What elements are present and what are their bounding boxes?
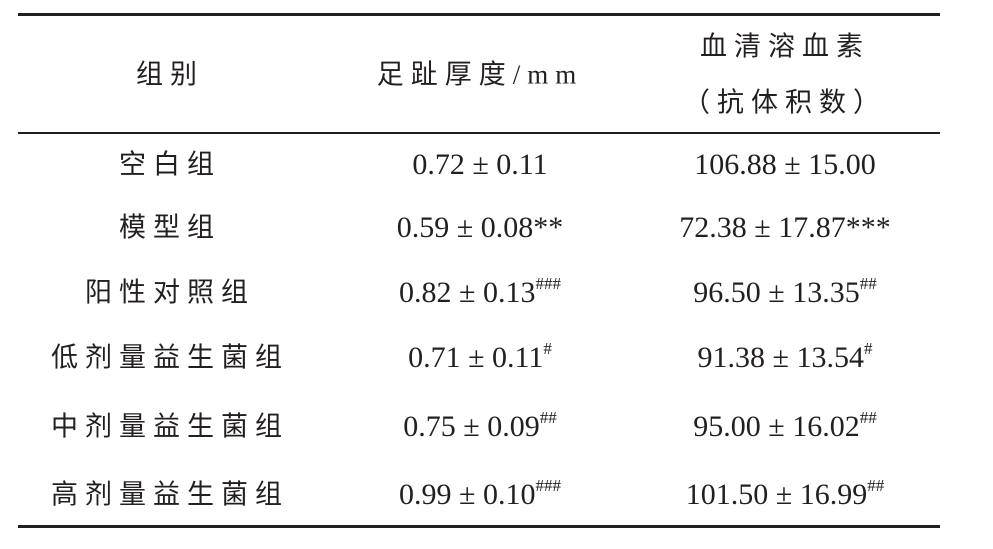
cell-text: 96.50 ± 13.35 xyxy=(693,276,860,309)
cell-text: 95.00 ± 16.02 xyxy=(693,410,860,443)
significance-mark: ## xyxy=(859,408,877,427)
cell-text: 91.38 ± 13.54 xyxy=(697,341,864,374)
cell-text: 低剂量益生菌组 xyxy=(51,342,289,373)
cell-text: 101.50 ± 16.99 xyxy=(685,478,868,511)
header-cell: 足趾厚度/mm xyxy=(376,59,584,90)
cell-text: 中剂量益生菌组 xyxy=(51,411,289,442)
value-cell: 96.50 ± 13.35## xyxy=(693,275,876,309)
group-cell: 中剂量益生菌组 xyxy=(51,411,289,442)
group-cell: 低剂量益生菌组 xyxy=(51,342,289,373)
top-rule xyxy=(18,13,940,16)
value-cell: 0.99 ± 0.10### xyxy=(399,477,561,511)
value-cell: 106.88 ± 15.00 xyxy=(694,150,875,180)
value-cell: 101.50 ± 16.99## xyxy=(685,477,884,511)
cell-text: 空白组 xyxy=(119,149,221,180)
cell-text: 阳性对照组 xyxy=(85,277,255,308)
value-cell: 0.82 ± 0.13### xyxy=(399,275,561,309)
cell-text: 高剂量益生菌组 xyxy=(51,479,289,510)
group-cell: 空白组 xyxy=(119,149,221,180)
significance-mark: ## xyxy=(859,274,877,293)
cell-text: 0.72 ± 0.11 xyxy=(412,148,548,181)
header-cell: 血清溶血素 xyxy=(700,31,870,62)
significance-mark: ## xyxy=(867,476,885,495)
header-cell: 组别 xyxy=(136,59,204,90)
group-cell: 阳性对照组 xyxy=(85,277,255,308)
bottom-rule xyxy=(18,525,940,528)
value-cell: 0.59 ± 0.08** xyxy=(397,213,563,243)
group-cell: 高剂量益生菌组 xyxy=(51,479,289,510)
cell-text: 0.82 ± 0.13 xyxy=(399,276,536,309)
value-cell: 0.72 ± 0.11 xyxy=(412,150,547,180)
significance-mark: # xyxy=(863,339,873,358)
cell-text: 模型组 xyxy=(119,212,221,243)
significance-mark: ## xyxy=(539,408,557,427)
cell-text: 0.75 ± 0.09 xyxy=(403,410,540,443)
significance-mark: ### xyxy=(535,274,561,293)
value-cell: 0.71 ± 0.11# xyxy=(408,340,552,374)
value-cell: 95.00 ± 16.02## xyxy=(693,409,876,443)
header-cell: （抗体积数） xyxy=(683,87,887,118)
cell-text: 0.59 ± 0.08** xyxy=(396,211,564,244)
value-cell: 72.38 ± 17.87*** xyxy=(679,213,890,243)
cell-text: 0.99 ± 0.10 xyxy=(399,478,536,511)
significance-mark: ### xyxy=(535,476,561,495)
header-rule xyxy=(18,132,940,134)
significance-mark: # xyxy=(543,339,552,358)
value-cell: 0.75 ± 0.09## xyxy=(403,409,556,443)
value-cell: 91.38 ± 13.54# xyxy=(697,340,873,374)
group-cell: 模型组 xyxy=(119,212,221,243)
cell-text: 0.71 ± 0.11 xyxy=(408,341,544,374)
cell-text: 106.88 ± 15.00 xyxy=(694,148,876,181)
cell-text: 72.38 ± 17.87*** xyxy=(679,211,891,244)
